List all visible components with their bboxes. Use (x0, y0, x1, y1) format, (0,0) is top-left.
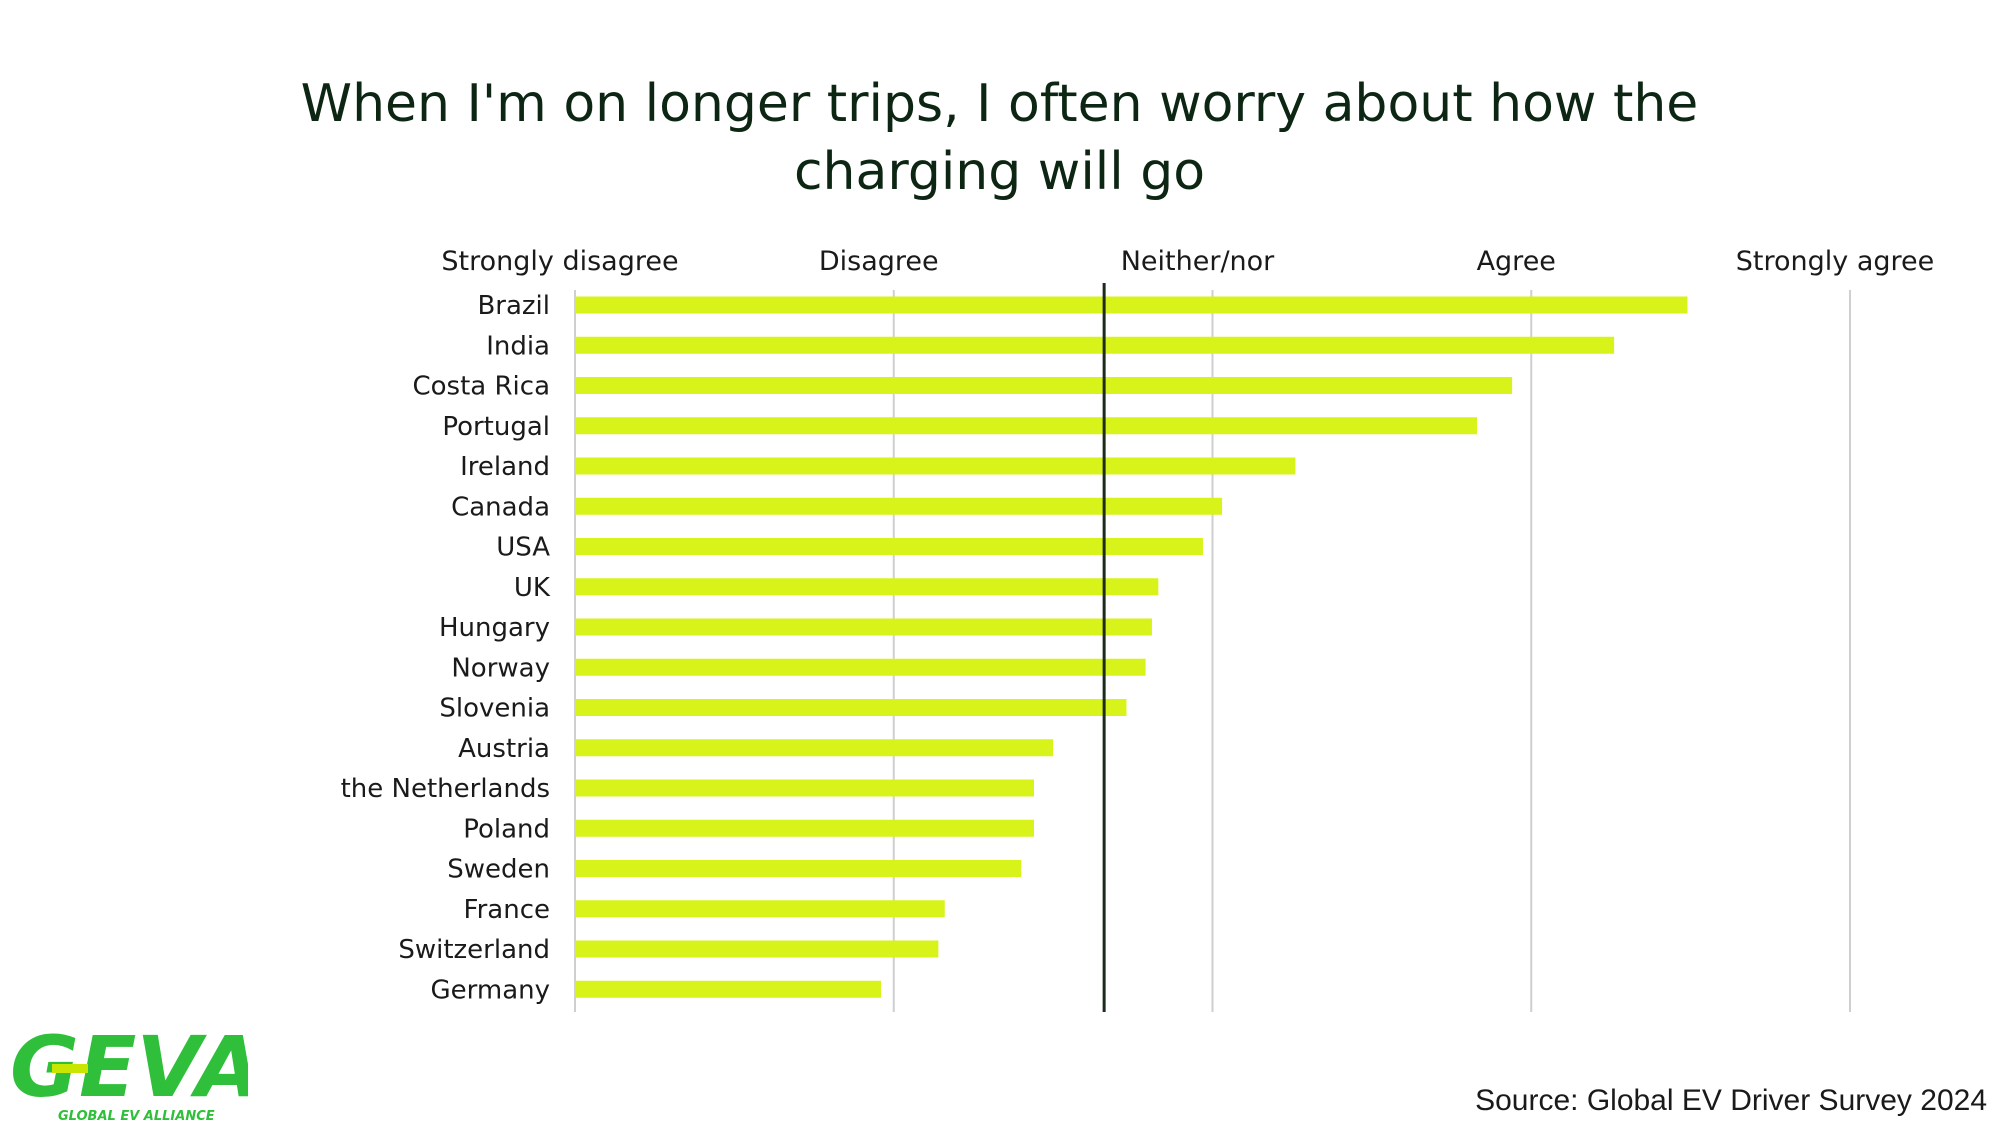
bar-ireland (575, 457, 1296, 475)
bar-austria (575, 739, 1054, 757)
category-label: Poland (463, 814, 550, 844)
source-note: Source: Global EV Driver Survey 2024 (1475, 1084, 1987, 1117)
category-label: Brazil (477, 291, 550, 321)
bar-brazil (575, 296, 1688, 314)
scale-label: Agree (1477, 246, 1556, 277)
chart-title: When I'm on longer trips, I often worry … (0, 70, 1999, 206)
logo-wordmark: GEVA (10, 1020, 248, 1116)
category-label: USA (496, 533, 550, 563)
category-label: UK (514, 573, 551, 603)
category-label: Norway (451, 653, 550, 683)
bar-costa-rica (575, 377, 1513, 394)
grid-lines (574, 290, 1851, 1012)
bar-portugal (575, 417, 1478, 435)
category-label: Hungary (439, 613, 550, 643)
bar-switzerland (575, 940, 939, 958)
bar-sweden (575, 860, 1022, 877)
category-label: Slovenia (439, 694, 550, 724)
category-label: the Netherlands (341, 774, 550, 804)
category-label: France (464, 895, 550, 925)
chart-title-line-2: charging will go (793, 142, 1206, 202)
bar-france (575, 900, 945, 918)
category-label: Costa Rica (412, 372, 550, 402)
category-label: Portugal (442, 412, 550, 442)
bar-germany (575, 980, 881, 998)
category-label: Canada (451, 492, 550, 522)
category-label: India (486, 331, 550, 361)
bar-poland (575, 819, 1034, 837)
scale-label: Strongly disagree (441, 246, 678, 277)
scale-label: Neither/nor (1121, 246, 1275, 277)
category-label: Ireland (460, 452, 550, 482)
category-label: Austria (458, 734, 550, 764)
category-label: Germany (430, 975, 550, 1005)
chart-title-line-1: When I'm on longer trips, I often worry … (300, 74, 1699, 134)
bar-uk (575, 578, 1159, 596)
category-label: Sweden (447, 855, 550, 885)
category-label: Switzerland (398, 935, 550, 965)
bar-india (575, 336, 1615, 354)
logo-accent-stroke (52, 1064, 88, 1073)
bar-hungary (575, 618, 1152, 636)
logo-tagline: GLOBAL EV ALLIANCE (58, 1109, 215, 1124)
bar-usa (575, 538, 1203, 555)
bar-slovenia (575, 699, 1127, 716)
scale-labels: Strongly disagree Disagree Neither/nor Agre… (441, 246, 1934, 277)
bar-norway (575, 658, 1146, 676)
geva-logo: GEVA GLOBAL EV ALLIANCE (8, 1018, 261, 1124)
bar-the-netherlands (575, 779, 1034, 797)
scale-label: Strongly agree (1736, 246, 1934, 277)
category-labels: Brazil India Costa Rica Portugal Ireland Cana… (341, 291, 551, 1005)
geva-logo-mark: GEVA GLOBAL EV ALLIANCE (10, 1018, 261, 1124)
bar-canada (575, 497, 1223, 515)
scale-label: Disagree (819, 246, 939, 277)
bars (575, 296, 1688, 998)
